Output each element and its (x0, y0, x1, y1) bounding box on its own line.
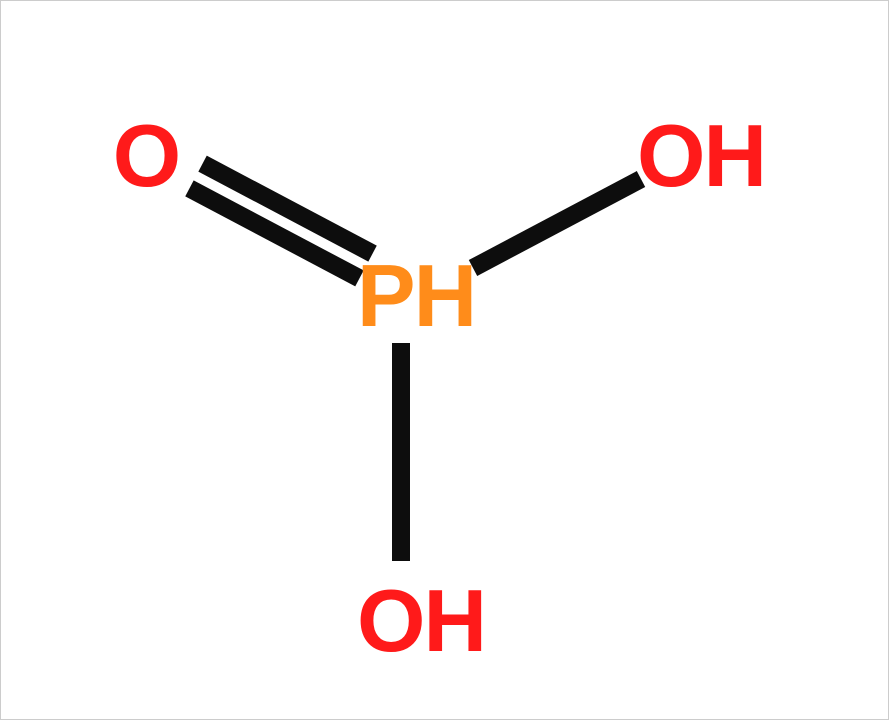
atom-oh-topright: OH (637, 112, 765, 200)
atom-o-topleft: O (113, 112, 179, 200)
bond-single (473, 179, 641, 268)
atom-oh-bottom: OH (357, 577, 485, 665)
molecule-diagram: PH O OH OH (0, 0, 889, 720)
atom-ph-center: PH (357, 252, 475, 340)
